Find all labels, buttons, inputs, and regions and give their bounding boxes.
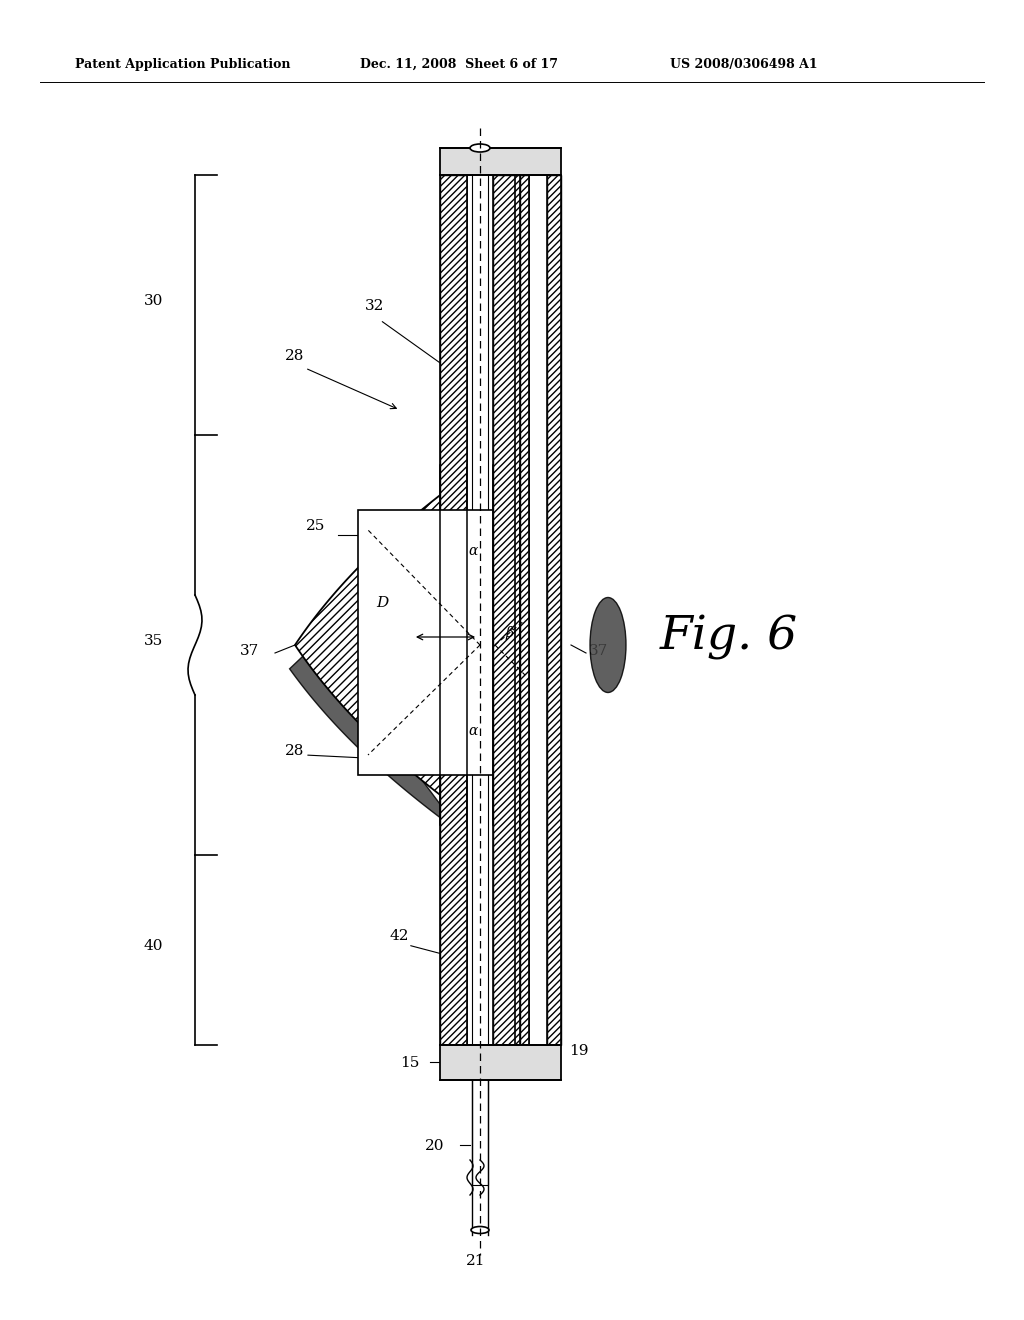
Ellipse shape [471, 1226, 489, 1233]
Polygon shape [295, 465, 480, 825]
Text: 30: 30 [143, 294, 163, 308]
Text: D: D [376, 597, 388, 610]
Bar [546, 176, 560, 1045]
Bar [467, 176, 493, 1045]
Bar [358, 510, 493, 775]
Text: 20: 20 [425, 1139, 444, 1152]
Text: 37: 37 [240, 644, 259, 657]
Bar [467, 465, 493, 825]
Text: Dec. 11, 2008  Sheet 6 of 17: Dec. 11, 2008 Sheet 6 of 17 [360, 58, 558, 71]
Text: 15: 15 [400, 1056, 420, 1071]
Bar [493, 176, 520, 1045]
Bar [515, 176, 529, 1045]
Ellipse shape [590, 598, 626, 693]
Text: 19: 19 [442, 193, 462, 207]
Text: 21: 21 [466, 1254, 485, 1269]
Text: α: α [468, 723, 477, 738]
Bar [440, 1045, 561, 1080]
Text: β: β [505, 626, 513, 640]
Text: 40: 40 [143, 939, 163, 953]
Bar [529, 176, 547, 1045]
Bar [440, 176, 467, 1045]
Bar [440, 148, 561, 176]
Bar [493, 465, 520, 825]
Bar [472, 148, 488, 1185]
Text: 19: 19 [569, 1044, 589, 1059]
Text: 25: 25 [306, 519, 326, 533]
Ellipse shape [470, 144, 490, 152]
Text: US 2008/0306498 A1: US 2008/0306498 A1 [670, 58, 817, 71]
Text: 37: 37 [589, 644, 608, 657]
Text: 28: 28 [285, 744, 304, 758]
Text: 28: 28 [285, 348, 304, 363]
Text: Patent Application Publication: Patent Application Publication [75, 58, 291, 71]
Bar [440, 465, 467, 825]
Polygon shape [290, 484, 484, 834]
Bar [547, 176, 561, 1045]
Text: 35: 35 [143, 634, 163, 648]
Text: Fig. 6: Fig. 6 [660, 615, 799, 660]
Text: 42: 42 [390, 929, 410, 942]
Text: α: α [468, 544, 477, 558]
Text: 32: 32 [365, 300, 384, 313]
